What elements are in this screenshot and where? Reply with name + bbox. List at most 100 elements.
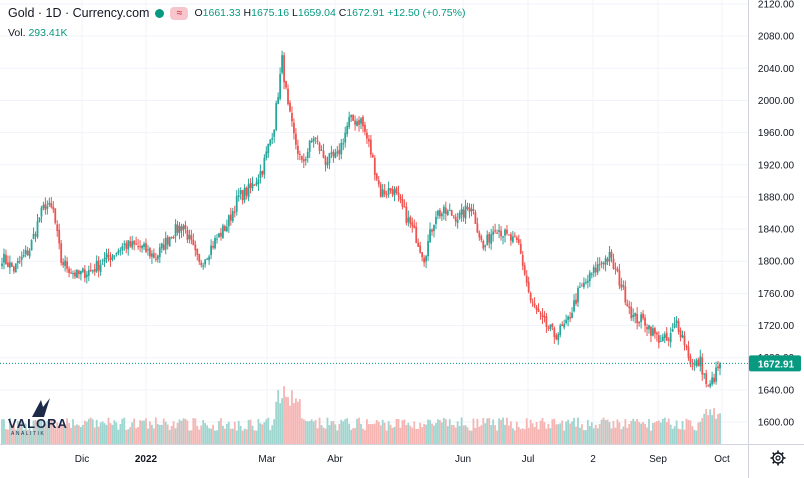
volume-bar — [60, 423, 63, 444]
candle-body — [600, 262, 603, 264]
volume-bar — [555, 424, 558, 444]
candle-body — [405, 206, 408, 224]
x-tick-label: 2022 — [135, 454, 158, 465]
candle-body — [646, 327, 648, 330]
volume-bar — [439, 419, 441, 444]
volume-bar — [549, 428, 552, 444]
symbol-pill[interactable]: ≈ — [170, 6, 189, 20]
candle-body — [354, 120, 356, 125]
volume-bar — [298, 399, 301, 444]
volume-bar — [95, 419, 98, 444]
volume-bar — [308, 421, 311, 444]
candle-body — [506, 229, 508, 234]
candle-body — [64, 260, 67, 266]
candle-body — [318, 143, 321, 151]
volume-bar — [85, 421, 88, 444]
candle-body — [391, 188, 394, 195]
volume-bar — [417, 428, 420, 444]
volume-bar — [152, 428, 155, 444]
volume-bar — [162, 418, 165, 444]
candle-body — [669, 333, 672, 343]
candle-body — [531, 301, 534, 303]
volume-bar — [379, 425, 382, 444]
volume-bar — [433, 425, 435, 444]
volume-bar — [675, 420, 678, 444]
volume-bar — [330, 421, 333, 444]
candle-body — [239, 190, 242, 195]
volume-bar — [490, 425, 493, 444]
volume-bar — [492, 419, 495, 444]
candle-body — [403, 206, 406, 208]
volume-bar — [699, 421, 702, 444]
candle-body — [202, 265, 205, 267]
gear-icon[interactable] — [770, 450, 786, 466]
candle-body — [521, 255, 524, 266]
candle-body — [348, 117, 351, 127]
volume-bar — [596, 428, 599, 444]
candle-body — [462, 209, 465, 218]
volume-bar — [545, 428, 548, 444]
candle-body — [235, 196, 238, 212]
volume-bar — [636, 418, 639, 444]
volume-bar — [220, 418, 222, 444]
y-tick-label: 1920.00 — [758, 160, 795, 171]
volume-bar — [133, 418, 136, 444]
symbol-title[interactable]: Gold · 1D · Currency.com — [8, 6, 150, 20]
x-tick-label: Mar — [258, 454, 276, 465]
volume-bar — [261, 424, 264, 444]
volume-bar — [7, 429, 9, 444]
candle-body — [151, 253, 153, 257]
candle-body — [482, 240, 485, 249]
volume-bar — [322, 427, 325, 444]
candle-body — [569, 317, 571, 319]
volume-bar — [442, 417, 445, 444]
candle-body — [659, 341, 662, 343]
candle-body — [632, 315, 635, 318]
candle-body — [673, 323, 676, 328]
volume-bar — [537, 429, 540, 444]
volume-bar — [646, 427, 648, 444]
candle-body — [427, 241, 429, 257]
volume-bar — [517, 427, 520, 444]
volume-bar — [354, 427, 356, 444]
volume-bar — [83, 420, 86, 444]
candle-body — [539, 312, 542, 314]
volume-bar — [342, 421, 345, 444]
candle-body — [103, 258, 106, 263]
volume-bar — [66, 418, 68, 444]
candle-body — [683, 335, 686, 346]
candle-body — [640, 314, 642, 323]
volume-bar — [52, 420, 55, 444]
volume-bar — [91, 419, 94, 444]
candle-body — [34, 234, 37, 236]
volume-bar — [663, 417, 666, 444]
volume-bar — [677, 428, 680, 444]
candle-body — [375, 173, 378, 180]
candle-body — [415, 226, 418, 244]
candle-body — [283, 55, 285, 83]
volume-bar — [413, 421, 416, 444]
candle-body — [537, 308, 540, 312]
volume-bar — [137, 427, 140, 444]
volume-bar — [401, 420, 404, 444]
candle-body — [342, 143, 345, 145]
candle-body — [143, 243, 145, 247]
volume-bar — [567, 419, 570, 444]
candle-body — [401, 198, 404, 207]
volume-bar — [40, 419, 43, 444]
candle-body — [245, 187, 248, 196]
volume-bar — [166, 424, 169, 444]
volume-bar — [212, 424, 214, 444]
volume-bar — [182, 418, 185, 444]
volume-bar — [415, 428, 418, 444]
volume-bar — [527, 427, 530, 444]
volume-bar — [304, 420, 307, 444]
candle-body — [470, 208, 473, 212]
volume-bar — [523, 429, 526, 444]
candle-body — [304, 158, 307, 161]
candle-body — [541, 314, 544, 318]
volume-bar — [590, 422, 593, 444]
candle-body — [385, 194, 388, 196]
